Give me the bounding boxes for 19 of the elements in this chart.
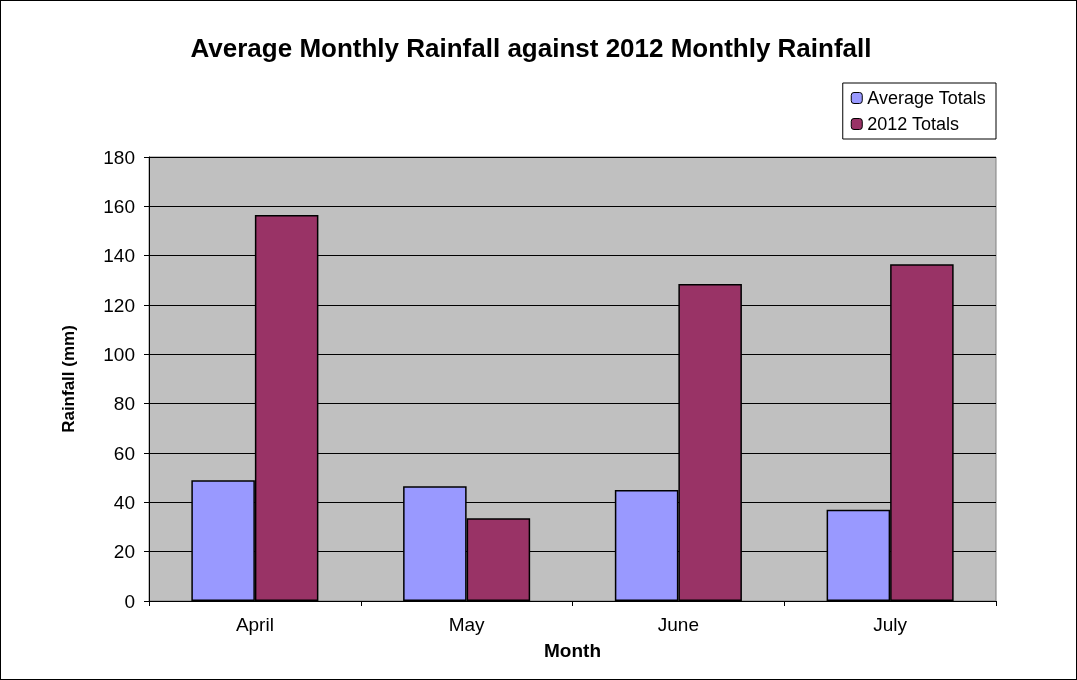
y-tick-label: 0	[124, 590, 135, 612]
y-tick-label: 40	[113, 491, 135, 513]
y-tick-label: 80	[113, 393, 135, 415]
x-axis-title: Month	[544, 640, 601, 661]
legend-label: 2012 Totals	[867, 114, 960, 134]
x-tick-label: June	[657, 614, 699, 635]
y-tick-label: 60	[113, 442, 135, 464]
y-tick-label: 140	[103, 245, 135, 267]
x-tick-label: May	[448, 614, 486, 635]
x-tick-label: July	[873, 614, 908, 635]
legend-label: Average Totals	[867, 88, 986, 108]
x-tick-label: April	[235, 614, 274, 635]
y-tick-label: 180	[103, 146, 135, 168]
y-tick-label: 120	[103, 294, 135, 316]
y-axis-title: Rainfall (mm)	[59, 325, 78, 433]
y-tick-label: 100	[103, 343, 135, 365]
chart-title: Average Monthly Rainfall against 2012 Monthly Rainfall	[190, 33, 872, 63]
y-tick-label: 160	[103, 195, 135, 217]
y-tick-label: 20	[113, 541, 135, 563]
